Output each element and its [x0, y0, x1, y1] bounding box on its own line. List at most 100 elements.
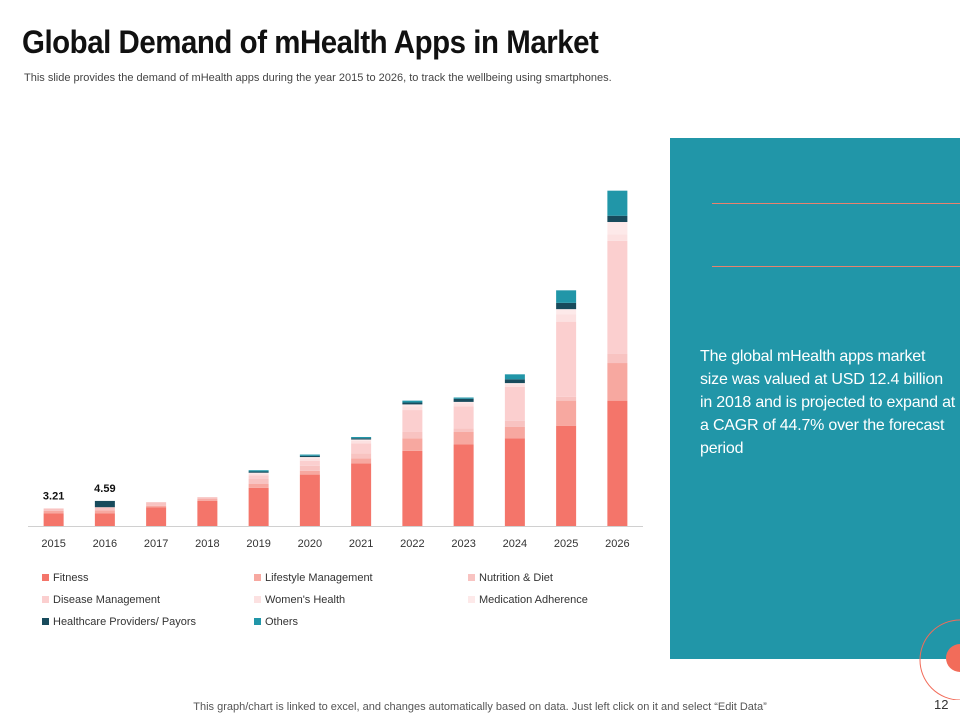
bar-segment-2023-s5 — [453, 401, 474, 404]
bar-segment-2023-s6 — [453, 398, 474, 402]
x-tick-label: 2025 — [554, 538, 578, 550]
legend-label: Disease Management — [53, 594, 160, 606]
bar-segment-2018-s0 — [197, 500, 218, 526]
bar-segment-2025-s1 — [556, 400, 577, 426]
bar-segment-2016-s1 — [94, 510, 115, 514]
bar-segment-2021-s1 — [351, 458, 372, 464]
x-tick-label: 2019 — [246, 538, 270, 550]
bar-segment-2022-s6 — [402, 402, 423, 405]
bar-segment-2021-s0 — [351, 463, 372, 526]
legend-label: Fitness — [53, 572, 89, 584]
legend-label: Nutrition & Diet — [479, 572, 553, 584]
bar-segment-2024-s4 — [504, 384, 525, 387]
bar-segment-2017-s0 — [146, 507, 167, 526]
bar-segment-2016-s6 — [94, 500, 115, 508]
bar-segment-2023-s1 — [453, 431, 474, 445]
legend-label: Healthcare Providers/ Payors — [53, 616, 197, 628]
bar-segment-2019-s2 — [248, 478, 269, 485]
bar-segment-2021-s7 — [351, 436, 372, 439]
bar-segment-2024-s6 — [504, 379, 525, 384]
bar-segment-2022-s0 — [402, 450, 423, 526]
bar-segment-2019-s6 — [248, 471, 269, 473]
bar-segment-2025-s0 — [556, 425, 577, 526]
bar-segment-2026-s6 — [607, 215, 628, 223]
bar-segment-2026-s0 — [607, 400, 628, 526]
data-label: 3.21 — [43, 490, 64, 502]
legend-label: Women's Health — [265, 594, 345, 606]
bar-segment-2026-s5 — [607, 222, 628, 235]
bar-segment-2024-s1 — [504, 426, 525, 439]
bar-segment-2021-s2 — [351, 453, 372, 459]
decorative-circles — [919, 619, 960, 700]
bar-segment-2022-s7 — [402, 400, 423, 403]
bar-segment-2025-s2 — [556, 396, 577, 401]
bar-segment-2022-s1 — [402, 438, 423, 451]
page-number: 12 — [934, 697, 949, 712]
x-tick-label: 2024 — [503, 538, 527, 550]
bar-segment-2015-s1 — [43, 510, 64, 514]
x-tick-label: 2023 — [451, 538, 475, 550]
page-title: Global Demand of mHealth Apps in Market — [22, 24, 599, 60]
bar-segment-2026-s1 — [607, 363, 628, 401]
x-tick-label: 2026 — [605, 538, 629, 550]
bar-segment-2023-s3 — [453, 406, 474, 429]
bar-segment-2016-s2 — [94, 507, 115, 511]
bar-segment-2019-s1 — [248, 484, 269, 488]
bar-segment-2024-s3 — [504, 386, 525, 421]
x-tick-label: 2018 — [195, 538, 219, 550]
bar-segment-2020-s7 — [299, 454, 320, 456]
stacked-bar-chart: 2015 3.21 2016 4.59 2017 2018 2019 2020 2021 2022… — [28, 190, 643, 628]
bar-segment-2022-s4 — [402, 406, 423, 411]
bar-segment-2025-s4 — [556, 314, 577, 322]
bar-segment-2017-s2 — [146, 502, 167, 506]
bar-segment-2019-s3 — [248, 475, 269, 479]
x-tick-label: 2017 — [144, 538, 168, 550]
bar-segment-2024-s2 — [504, 420, 525, 427]
bar-segment-2018-s1 — [197, 499, 218, 501]
bar-segment-2023-s7 — [453, 397, 474, 399]
bar-segment-2019-s7 — [248, 470, 269, 472]
legend-swatch — [42, 596, 49, 603]
bar-segment-2020-s1 — [299, 470, 320, 475]
bar-segment-2024-s7 — [504, 374, 525, 380]
bar-segment-2016-s0 — [94, 513, 115, 526]
bar-segment-2020-s2 — [299, 465, 320, 471]
legend-swatch — [468, 596, 475, 603]
bar-segment-2026-s4 — [607, 234, 628, 241]
bar-segment-2018-s2 — [197, 497, 218, 500]
bar-segment-2022-s5 — [402, 404, 423, 407]
bar-segment-2020-s3 — [299, 460, 320, 466]
panel-text: The global mHealth apps market size was … — [700, 348, 956, 457]
bar-segment-2025-s6 — [556, 302, 577, 310]
bar-segment-2026-s7 — [607, 190, 628, 216]
legend-swatch — [254, 574, 261, 581]
bar-segment-2026-s3 — [607, 240, 628, 354]
bar-segment-2020-s0 — [299, 474, 320, 526]
bar-segment-2024-s0 — [504, 438, 525, 526]
bar-segment-2025-s7 — [556, 290, 577, 303]
panel-divider-top — [712, 203, 960, 204]
bar-segment-2021-s4 — [351, 440, 372, 444]
bar-segment-2020-s6 — [299, 455, 320, 458]
legend-swatch — [42, 618, 49, 625]
bar-segment-2021-s5 — [351, 439, 372, 441]
bar-segment-2019-s0 — [248, 487, 269, 526]
legend-swatch — [42, 574, 49, 581]
deco-dot — [946, 644, 960, 672]
x-tick-label: 2020 — [298, 538, 322, 550]
x-tick-label: 2022 — [400, 538, 424, 550]
legend-label: Others — [265, 616, 299, 628]
bar-segment-2022-s2 — [402, 431, 423, 439]
legend-label: Medication Adherence — [479, 594, 588, 606]
bar-segment-2015-s0 — [43, 513, 64, 526]
bar-segment-2024-s5 — [504, 383, 525, 385]
bar-segment-2020-s4 — [299, 458, 320, 461]
bar-segment-2025-s5 — [556, 309, 577, 315]
bar-segment-2022-s3 — [402, 410, 423, 432]
footer-note-wrap: This graph/chart is linked to excel, and… — [0, 701, 960, 713]
bar-segment-2026-s2 — [607, 353, 628, 364]
footer-note: This graph/chart is linked to excel, and… — [193, 701, 767, 713]
bar-segment-2015-s2 — [43, 508, 64, 511]
bar-segment-2020-s5 — [299, 457, 320, 459]
deco-ring — [919, 619, 960, 700]
